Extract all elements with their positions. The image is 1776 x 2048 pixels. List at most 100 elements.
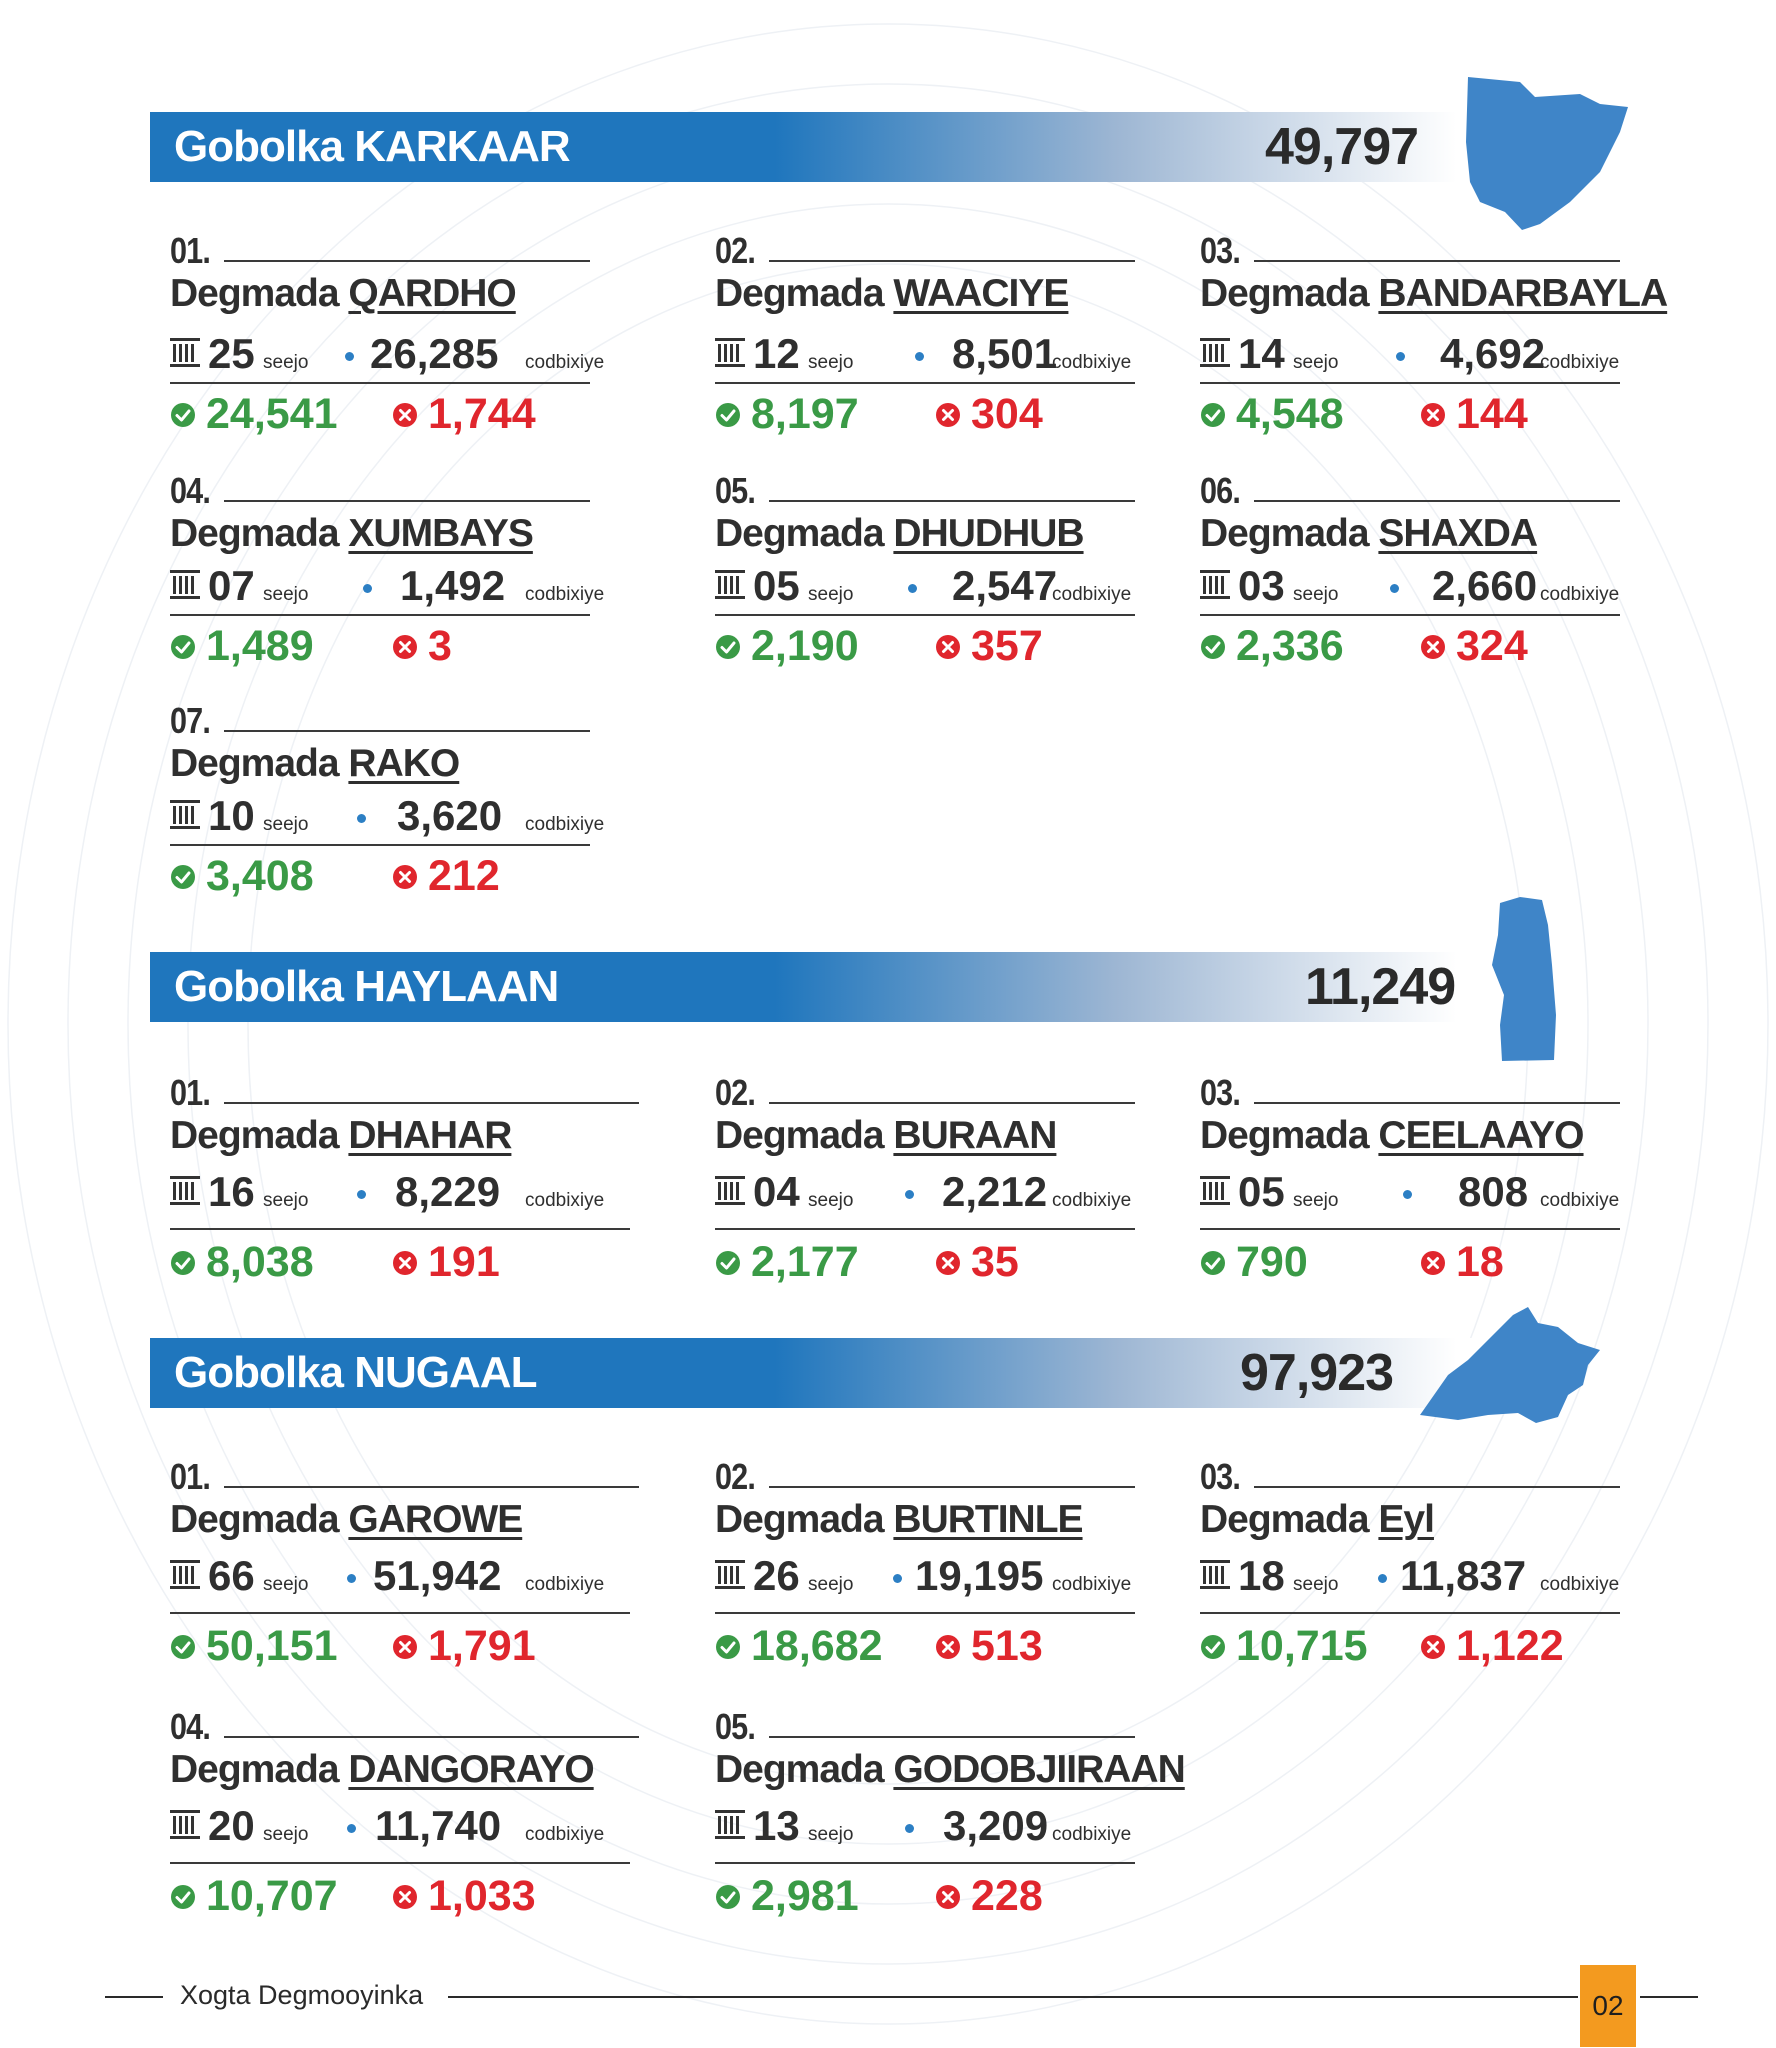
divider: [170, 614, 590, 616]
district-number: 05.: [715, 1706, 756, 1747]
seats-count: 12: [753, 330, 800, 377]
district-stats: 04 seejo 2,212 codbixiye: [715, 1168, 1135, 1218]
seats-label: seejo: [263, 814, 309, 835]
divider: [224, 500, 590, 502]
seats-label: seejo: [263, 352, 309, 373]
district-card-ceelaayo: 03. Degmada CEELAAYO 05 seejo 808 codbix…: [1200, 1072, 1620, 1286]
bank-building-icon: [715, 1560, 745, 1589]
seats-count: 25: [208, 330, 255, 377]
x-circle-icon: [393, 1635, 417, 1659]
x-circle-icon: [936, 1251, 960, 1275]
bank-building-icon: [170, 570, 200, 599]
x-circle-icon: [393, 403, 417, 427]
district-stats: 13 seejo 3,209 codbixiye: [715, 1802, 1135, 1852]
region-total: 97,923: [1240, 1344, 1394, 1402]
registered-label: codbixiye: [1540, 584, 1620, 605]
bank-building-icon: [170, 1810, 200, 1839]
seats-count: 18: [1238, 1552, 1285, 1599]
separator-dot: [908, 584, 917, 593]
registered-count: 26,285: [370, 330, 499, 377]
district-stats: 05 seejo 808 codbixiye: [1200, 1168, 1620, 1218]
district-number: 04.: [170, 470, 211, 511]
check-circle-icon: [171, 1885, 195, 1909]
seats-count: 13: [753, 1802, 800, 1849]
district-card-burtinle: 02. Degmada BURTINLE 26 seejo 19,195 cod…: [695, 1456, 1135, 1670]
bank-building-icon: [1200, 1176, 1230, 1205]
district-card-buraan: 02. Degmada BURAAN 04 seejo 2,212 codbix…: [695, 1072, 1135, 1286]
footer-rule-right: [1640, 1996, 1698, 1998]
separator-dot: [347, 1824, 356, 1833]
bank-building-icon: [715, 570, 745, 599]
region-header-haylaan: Gobolka HAYLAAN 11,249: [150, 952, 1570, 1022]
district-number: 03.: [1200, 1456, 1241, 1497]
page-number-badge: 02: [1580, 1965, 1636, 2047]
separator-dot: [357, 814, 366, 823]
bank-building-icon: [715, 1810, 745, 1839]
seats-label: seejo: [808, 584, 854, 605]
divider: [170, 844, 590, 846]
divider: [1200, 614, 1620, 616]
separator-dot: [357, 1190, 366, 1199]
divider: [715, 614, 1135, 616]
x-circle-icon: [936, 1635, 960, 1659]
seats-label: seejo: [1293, 352, 1339, 373]
district-stats: 05 seejo 2,547 codbixiye: [715, 562, 1135, 612]
separator-dot: [893, 1574, 902, 1583]
divider: [769, 500, 1135, 502]
registered-label: codbixiye: [525, 1824, 605, 1845]
district-number: 03.: [1200, 1072, 1241, 1113]
district-stats: 03 seejo 2,660 codbixiye: [1200, 562, 1620, 612]
district-stats: 26 seejo 19,195 codbixiye: [715, 1552, 1135, 1602]
district-name: Degmada SHAXDA: [1200, 512, 1538, 555]
separator-dot: [1390, 584, 1399, 593]
separator-dot: [1396, 352, 1405, 361]
seats-count: 16: [208, 1168, 255, 1215]
bank-building-icon: [1200, 570, 1230, 599]
bank-building-icon: [715, 1176, 745, 1205]
region-header-nugaal: Gobolka NUGAAL 97,923: [150, 1338, 1570, 1408]
separator-dot: [347, 1574, 356, 1583]
check-circle-icon: [171, 1635, 195, 1659]
district-card-bandarbayla: 03. Degmada BANDARBAYLA 14 seejo 4,692 c…: [1200, 230, 1668, 438]
district-name: Degmada DHUDHUB: [715, 512, 1085, 555]
separator-dot: [905, 1824, 914, 1833]
district-number: 02.: [715, 1456, 756, 1497]
district-name: Degmada BANDARBAYLA: [1200, 272, 1668, 315]
divider: [769, 1486, 1135, 1488]
check-circle-icon: [716, 635, 740, 659]
registered-count: 11,837: [1400, 1552, 1527, 1599]
seats-count: 04: [753, 1168, 800, 1215]
x-circle-icon: [1421, 1251, 1445, 1275]
bank-building-icon: [170, 1560, 200, 1589]
divider: [170, 1228, 630, 1230]
district-name: Degmada GODOBJIIRAAN: [715, 1748, 1186, 1791]
district-stats: 14 seejo 4,692 codbixiye: [1200, 330, 1620, 380]
district-card-xumbays: 04. Degmada XUMBAYS 07 seejo 1,492 codbi…: [170, 470, 605, 670]
seats-label: seejo: [808, 1574, 854, 1595]
district-stats: 66 seejo 51,942 codbixiye: [170, 1552, 604, 1602]
registered-label: codbixiye: [1052, 1190, 1132, 1211]
check-circle-icon: [171, 865, 195, 889]
seats-count: 07: [208, 562, 255, 609]
divider: [170, 1612, 630, 1614]
x-circle-icon: [393, 865, 417, 889]
registered-label: codbixiye: [525, 1190, 605, 1211]
registered-count: 2,660: [1432, 562, 1538, 609]
registered-count: 8,229: [395, 1168, 501, 1215]
divider: [769, 1736, 1135, 1738]
registered-count: 4,692: [1440, 330, 1546, 377]
district-name: Degmada CEELAAYO: [1200, 1114, 1585, 1157]
region-header-karkaar: Gobolka KARKAAR 49,797: [150, 112, 1570, 182]
district-stats: 12 seejo 8,501 codbixiye: [715, 330, 1135, 380]
region-total: 49,797: [1265, 118, 1419, 176]
district-stats: 16 seejo 8,229 codbixiye: [170, 1168, 604, 1218]
registered-count: 11,740: [375, 1802, 502, 1849]
registered-label: codbixiye: [525, 584, 605, 605]
registered-count: 3,209: [943, 1802, 1049, 1849]
karkaar-region-map-icon: [1460, 72, 1635, 232]
haylaan-region-map-icon: [1490, 895, 1560, 1065]
district-number: 02.: [715, 1072, 756, 1113]
seats-label: seejo: [1293, 1574, 1339, 1595]
district-card-qardho: 01. Degmada QARDHO 25 seejo 26,285 codbi…: [170, 230, 605, 438]
registered-count: 808: [1458, 1168, 1529, 1215]
